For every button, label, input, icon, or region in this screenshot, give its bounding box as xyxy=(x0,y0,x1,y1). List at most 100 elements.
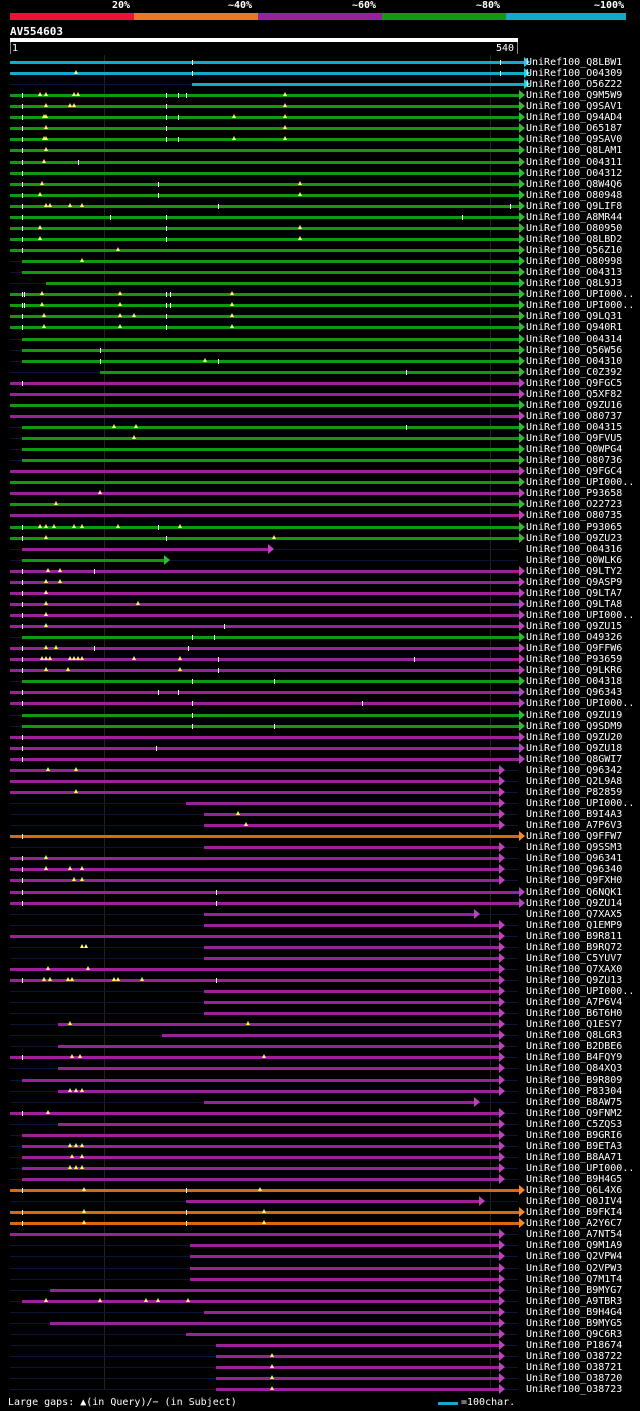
hit-row[interactable]: UniRef100_B2DBE6 xyxy=(0,1041,640,1052)
hit-row[interactable]: UniRef100_B9H4G4 xyxy=(0,1307,640,1318)
hit-row[interactable]: UniRef100_B9I4A3 xyxy=(0,809,640,820)
hit-alignment-bar[interactable] xyxy=(10,481,519,484)
hit-row[interactable]: UniRef100_O38722 xyxy=(0,1351,640,1362)
hit-alignment-bar[interactable] xyxy=(10,537,519,540)
hit-row[interactable]: UniRef100_Q5XF82 xyxy=(0,389,640,400)
hit-row[interactable]: UniRef100_O04309 xyxy=(0,68,640,79)
hit-label[interactable]: UniRef100_O04313 xyxy=(526,267,623,278)
hit-row[interactable]: UniRef100_UPI000.. xyxy=(0,610,640,621)
hit-alignment-bar[interactable] xyxy=(10,902,519,905)
hit-alignment-bar[interactable] xyxy=(190,1244,499,1247)
hit-label[interactable]: UniRef100_UPI000.. xyxy=(526,698,635,709)
hit-alignment-bar[interactable] xyxy=(10,304,519,307)
hit-alignment-bar[interactable] xyxy=(204,913,474,916)
hit-alignment-bar[interactable] xyxy=(204,1001,499,1004)
hit-label[interactable]: UniRef100_Q9FFW7 xyxy=(526,831,623,842)
hit-row[interactable]: UniRef100_O04316 xyxy=(0,544,640,555)
hit-label[interactable]: UniRef100_Q9SSM3 xyxy=(526,842,623,853)
hit-label[interactable]: UniRef100_B9R809 xyxy=(526,1075,623,1086)
hit-label[interactable]: UniRef100_Q1ESY7 xyxy=(526,1019,623,1030)
hit-row[interactable]: UniRef100_Q8W4Q6 xyxy=(0,179,640,190)
hit-label[interactable]: UniRef100_B9MYG5 xyxy=(526,1318,623,1329)
hit-row[interactable]: UniRef100_O38721 xyxy=(0,1362,640,1373)
hit-row[interactable]: UniRef100_Q9FGC4 xyxy=(0,466,640,477)
hit-row[interactable]: UniRef100_O80736 xyxy=(0,455,640,466)
hit-row[interactable]: UniRef100_Q9FFW7 xyxy=(0,831,640,842)
hit-row[interactable]: UniRef100_Q8GWI7 xyxy=(0,754,640,765)
hit-label[interactable]: UniRef100_Q96342 xyxy=(526,765,623,776)
hit-label[interactable]: UniRef100_B4FQY9 xyxy=(526,1052,623,1063)
hit-alignment-bar[interactable] xyxy=(100,371,519,374)
hit-label[interactable]: UniRef100_O04309 xyxy=(526,68,623,79)
hit-label[interactable]: UniRef100_A7P6V3 xyxy=(526,820,623,831)
hit-alignment-bar[interactable] xyxy=(10,227,519,230)
hit-label[interactable]: UniRef100_O80737 xyxy=(526,411,623,422)
hit-label[interactable]: UniRef100_C0Z392 xyxy=(526,367,623,378)
hit-label[interactable]: UniRef100_Q9FVU5 xyxy=(526,433,623,444)
hit-row[interactable]: UniRef100_Q2L9A8 xyxy=(0,776,640,787)
hit-row[interactable]: UniRef100_B9GRI6 xyxy=(0,1130,640,1141)
hit-row[interactable]: UniRef100_Q84XQ3 xyxy=(0,1063,640,1074)
hit-label[interactable]: UniRef100_Q9ZU19 xyxy=(526,710,623,721)
hit-label[interactable]: UniRef100_Q9ZU13 xyxy=(526,975,623,986)
hit-row[interactable]: UniRef100_A7P6V3 xyxy=(0,820,640,831)
hit-row[interactable]: UniRef100_Q0JIV4 xyxy=(0,1196,640,1207)
hit-label[interactable]: UniRef100_B6T6H0 xyxy=(526,1008,623,1019)
hit-alignment-bar[interactable] xyxy=(22,271,519,274)
hit-row[interactable]: UniRef100_P93659 xyxy=(0,654,640,665)
hit-alignment-bar[interactable] xyxy=(204,1012,499,1015)
hit-label[interactable]: UniRef100_O80735 xyxy=(526,510,623,521)
hit-label[interactable]: UniRef100_B9H4G5 xyxy=(526,1174,623,1185)
hit-row[interactable]: UniRef100_A2Y6C7 xyxy=(0,1218,640,1229)
hit-alignment-bar[interactable] xyxy=(22,714,519,717)
hit-row[interactable]: UniRef100_Q8LAM1 xyxy=(0,145,640,156)
hit-alignment-bar[interactable] xyxy=(10,172,519,175)
hit-row[interactable]: UniRef100_UPI000.. xyxy=(0,477,640,488)
hit-label[interactable]: UniRef100_Q8GWI7 xyxy=(526,754,623,765)
hit-alignment-bar[interactable] xyxy=(10,747,519,750)
hit-label[interactable]: UniRef100_O04316 xyxy=(526,544,623,555)
hit-alignment-bar[interactable] xyxy=(10,868,499,871)
hit-row[interactable]: UniRef100_A8MR44 xyxy=(0,212,640,223)
hit-row[interactable]: UniRef100_B9MYG5 xyxy=(0,1318,640,1329)
hit-alignment-bar[interactable] xyxy=(10,581,519,584)
hit-alignment-bar[interactable] xyxy=(22,1079,499,1082)
hit-label[interactable]: UniRef100_O80950 xyxy=(526,223,623,234)
hit-label[interactable]: UniRef100_O38721 xyxy=(526,1362,623,1373)
hit-alignment-bar[interactable] xyxy=(22,1145,499,1148)
hit-alignment-bar[interactable] xyxy=(10,736,519,739)
hit-row[interactable]: UniRef100_Q9SAV1 xyxy=(0,101,640,112)
hit-alignment-bar[interactable] xyxy=(204,957,499,960)
hit-label[interactable]: UniRef100_B8AW75 xyxy=(526,1097,623,1108)
hit-row[interactable]: UniRef100_Q9LKR6 xyxy=(0,665,640,676)
hit-alignment-bar[interactable] xyxy=(58,1090,499,1093)
hit-row[interactable]: UniRef100_Q7XAX0 xyxy=(0,964,640,975)
hit-row[interactable]: UniRef100_UPI000.. xyxy=(0,986,640,997)
hit-alignment-bar[interactable] xyxy=(10,935,499,938)
hit-label[interactable]: UniRef100_Q9SAV0 xyxy=(526,134,623,145)
hit-row[interactable]: UniRef100_Q9ZU16 xyxy=(0,400,640,411)
hit-row[interactable]: UniRef100_Q1EMP9 xyxy=(0,920,640,931)
hit-row[interactable]: UniRef100_O04312 xyxy=(0,168,640,179)
hit-alignment-bar[interactable] xyxy=(204,824,499,827)
hit-row[interactable]: UniRef100_Q56W56 xyxy=(0,345,640,356)
hit-alignment-bar[interactable] xyxy=(10,592,519,595)
hit-label[interactable]: UniRef100_Q9LTA7 xyxy=(526,588,623,599)
hit-label[interactable]: UniRef100_Q9ZU23 xyxy=(526,533,623,544)
hit-alignment-bar[interactable] xyxy=(10,72,524,75)
hit-row[interactable]: UniRef100_B9RQ72 xyxy=(0,942,640,953)
hit-label[interactable]: UniRef100_Q6NQK1 xyxy=(526,887,623,898)
hit-row[interactable]: UniRef100_Q8LBW1 xyxy=(0,57,640,68)
hit-label[interactable]: UniRef100_P93659 xyxy=(526,654,623,665)
hit-alignment-bar[interactable] xyxy=(10,702,519,705)
hit-alignment-bar[interactable] xyxy=(10,1056,499,1059)
hit-alignment-bar[interactable] xyxy=(22,360,519,363)
hit-row[interactable]: UniRef100_UPI000.. xyxy=(0,798,640,809)
hit-label[interactable]: UniRef100_O38720 xyxy=(526,1373,623,1384)
hit-row[interactable]: UniRef100_Q9SSM3 xyxy=(0,842,640,853)
hit-label[interactable]: UniRef100_Q6L4X6 xyxy=(526,1185,623,1196)
hit-row[interactable]: UniRef100_Q56Z10 xyxy=(0,245,640,256)
hit-label[interactable]: UniRef100_O38722 xyxy=(526,1351,623,1362)
hit-alignment-bar[interactable] xyxy=(186,802,499,805)
hit-label[interactable]: UniRef100_O04318 xyxy=(526,676,623,687)
